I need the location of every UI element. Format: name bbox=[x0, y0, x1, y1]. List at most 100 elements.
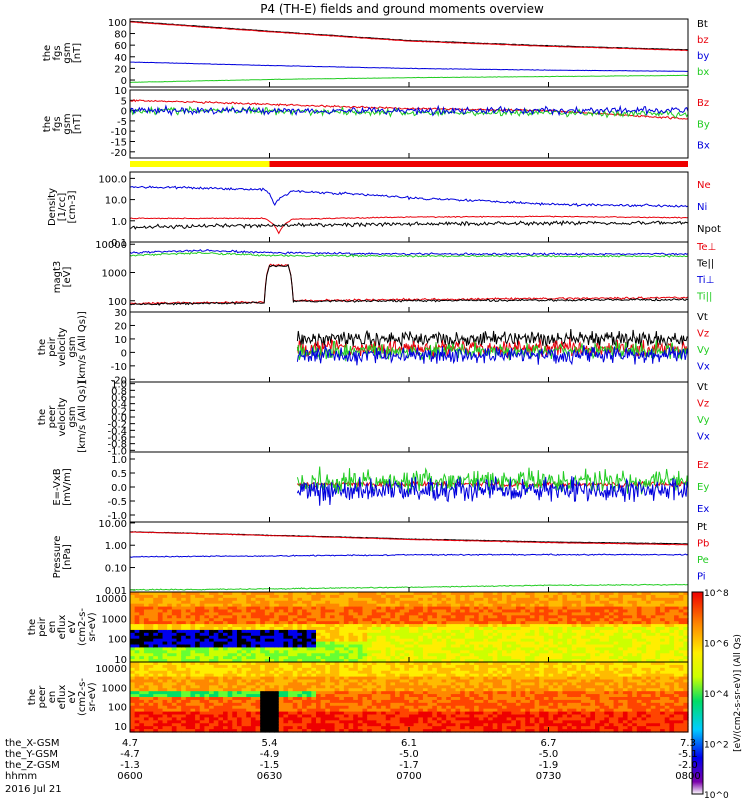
spec-cell bbox=[455, 612, 461, 616]
spec-cell bbox=[395, 627, 401, 631]
spec-cell bbox=[455, 618, 461, 622]
spec-cell bbox=[130, 691, 136, 695]
ylabel-line: [km/s (All Qs)] bbox=[77, 311, 88, 383]
spec-cell bbox=[176, 702, 182, 707]
ylabel-line: sr-eV) bbox=[87, 682, 98, 711]
spec-cell bbox=[436, 624, 443, 628]
spec-cell bbox=[190, 726, 196, 730]
spec-cell bbox=[604, 644, 610, 649]
spec-cell bbox=[278, 635, 285, 640]
spec-cell bbox=[343, 705, 350, 710]
spec-cell bbox=[236, 627, 243, 631]
spec-cell bbox=[209, 702, 215, 707]
spec-cell bbox=[678, 603, 684, 608]
spec-cell bbox=[269, 676, 275, 681]
spec-cell bbox=[427, 670, 433, 675]
spec-cell bbox=[353, 679, 359, 684]
spec-cell bbox=[343, 597, 350, 602]
spec-cell bbox=[297, 702, 303, 707]
spec-cell bbox=[134, 644, 140, 649]
spec-cell bbox=[376, 600, 382, 605]
spec-cell bbox=[232, 656, 238, 660]
spec-cell bbox=[450, 705, 457, 710]
spec-cell bbox=[488, 592, 494, 596]
spec-cell bbox=[395, 705, 401, 710]
spec-cell bbox=[604, 606, 610, 611]
spec-cell bbox=[288, 667, 294, 672]
spec-cell bbox=[399, 600, 405, 605]
spec-cell bbox=[246, 606, 252, 611]
spec-cell bbox=[329, 638, 336, 643]
spec-cell bbox=[422, 627, 429, 631]
spec-cell bbox=[478, 717, 484, 721]
spec-cell bbox=[316, 664, 322, 669]
spec-cell bbox=[297, 644, 303, 649]
spec-cell bbox=[306, 729, 312, 733]
spec-cell bbox=[246, 667, 252, 672]
spec-cell bbox=[316, 621, 322, 625]
spec-cell bbox=[567, 650, 573, 654]
spec-cell bbox=[269, 624, 275, 628]
spec-cell bbox=[232, 662, 238, 666]
spec-cell bbox=[557, 653, 564, 657]
spec-cell bbox=[385, 653, 391, 657]
spec-cell bbox=[232, 644, 238, 649]
spec-cell bbox=[246, 600, 252, 605]
spec-cell bbox=[627, 594, 633, 599]
spec-cell bbox=[209, 635, 215, 640]
spec-cell bbox=[460, 691, 466, 695]
spec-cell bbox=[325, 592, 331, 596]
spec-cell bbox=[139, 644, 145, 649]
spec-cell bbox=[209, 644, 215, 649]
spec-cell bbox=[320, 653, 326, 657]
spec-cell bbox=[134, 688, 140, 692]
spec-cell bbox=[497, 618, 503, 622]
spec-cell bbox=[325, 717, 331, 721]
spec-cell bbox=[357, 694, 364, 698]
spec-cell bbox=[446, 711, 452, 716]
spec-cell bbox=[371, 708, 378, 713]
spec-cell bbox=[418, 597, 424, 602]
spec-cell bbox=[353, 615, 359, 619]
spec-cell bbox=[515, 603, 522, 608]
spec-cell bbox=[553, 627, 559, 631]
spec-cell bbox=[604, 653, 610, 657]
spec-cell bbox=[362, 670, 368, 675]
spec-cell bbox=[525, 612, 531, 616]
spec-cell bbox=[399, 624, 405, 628]
spec-cell bbox=[218, 679, 224, 684]
spec-cell bbox=[660, 624, 666, 628]
spec-cell bbox=[492, 647, 498, 651]
spec-cell bbox=[153, 702, 159, 707]
spec-cell bbox=[297, 597, 303, 602]
spec-cell bbox=[195, 612, 201, 616]
spec-cell bbox=[264, 662, 271, 666]
spec-cell bbox=[599, 603, 605, 608]
spec-cell bbox=[543, 624, 550, 628]
spec-cell bbox=[334, 647, 340, 651]
spec-cell bbox=[283, 723, 289, 727]
spec-cell bbox=[422, 714, 429, 719]
spec-cell bbox=[283, 702, 289, 707]
spec-cell bbox=[334, 659, 340, 663]
spec-cell bbox=[260, 644, 266, 649]
spec-cell bbox=[320, 702, 326, 707]
spec-cell bbox=[292, 621, 298, 625]
spec-cell bbox=[218, 644, 224, 649]
spec-cell bbox=[362, 723, 368, 727]
spec-cell bbox=[157, 647, 164, 651]
spec-cell bbox=[209, 638, 215, 643]
spec-cell bbox=[395, 676, 401, 681]
spec-cell bbox=[213, 723, 219, 727]
spec-cell bbox=[255, 641, 261, 646]
spec-cell bbox=[232, 615, 238, 619]
spec-cell bbox=[455, 723, 461, 727]
spec-cell bbox=[218, 676, 224, 681]
spec-cell bbox=[585, 612, 591, 616]
spec-cell bbox=[371, 594, 378, 599]
spec-cell bbox=[250, 667, 257, 672]
spec-cell bbox=[553, 644, 559, 649]
spec-cell bbox=[581, 656, 587, 660]
